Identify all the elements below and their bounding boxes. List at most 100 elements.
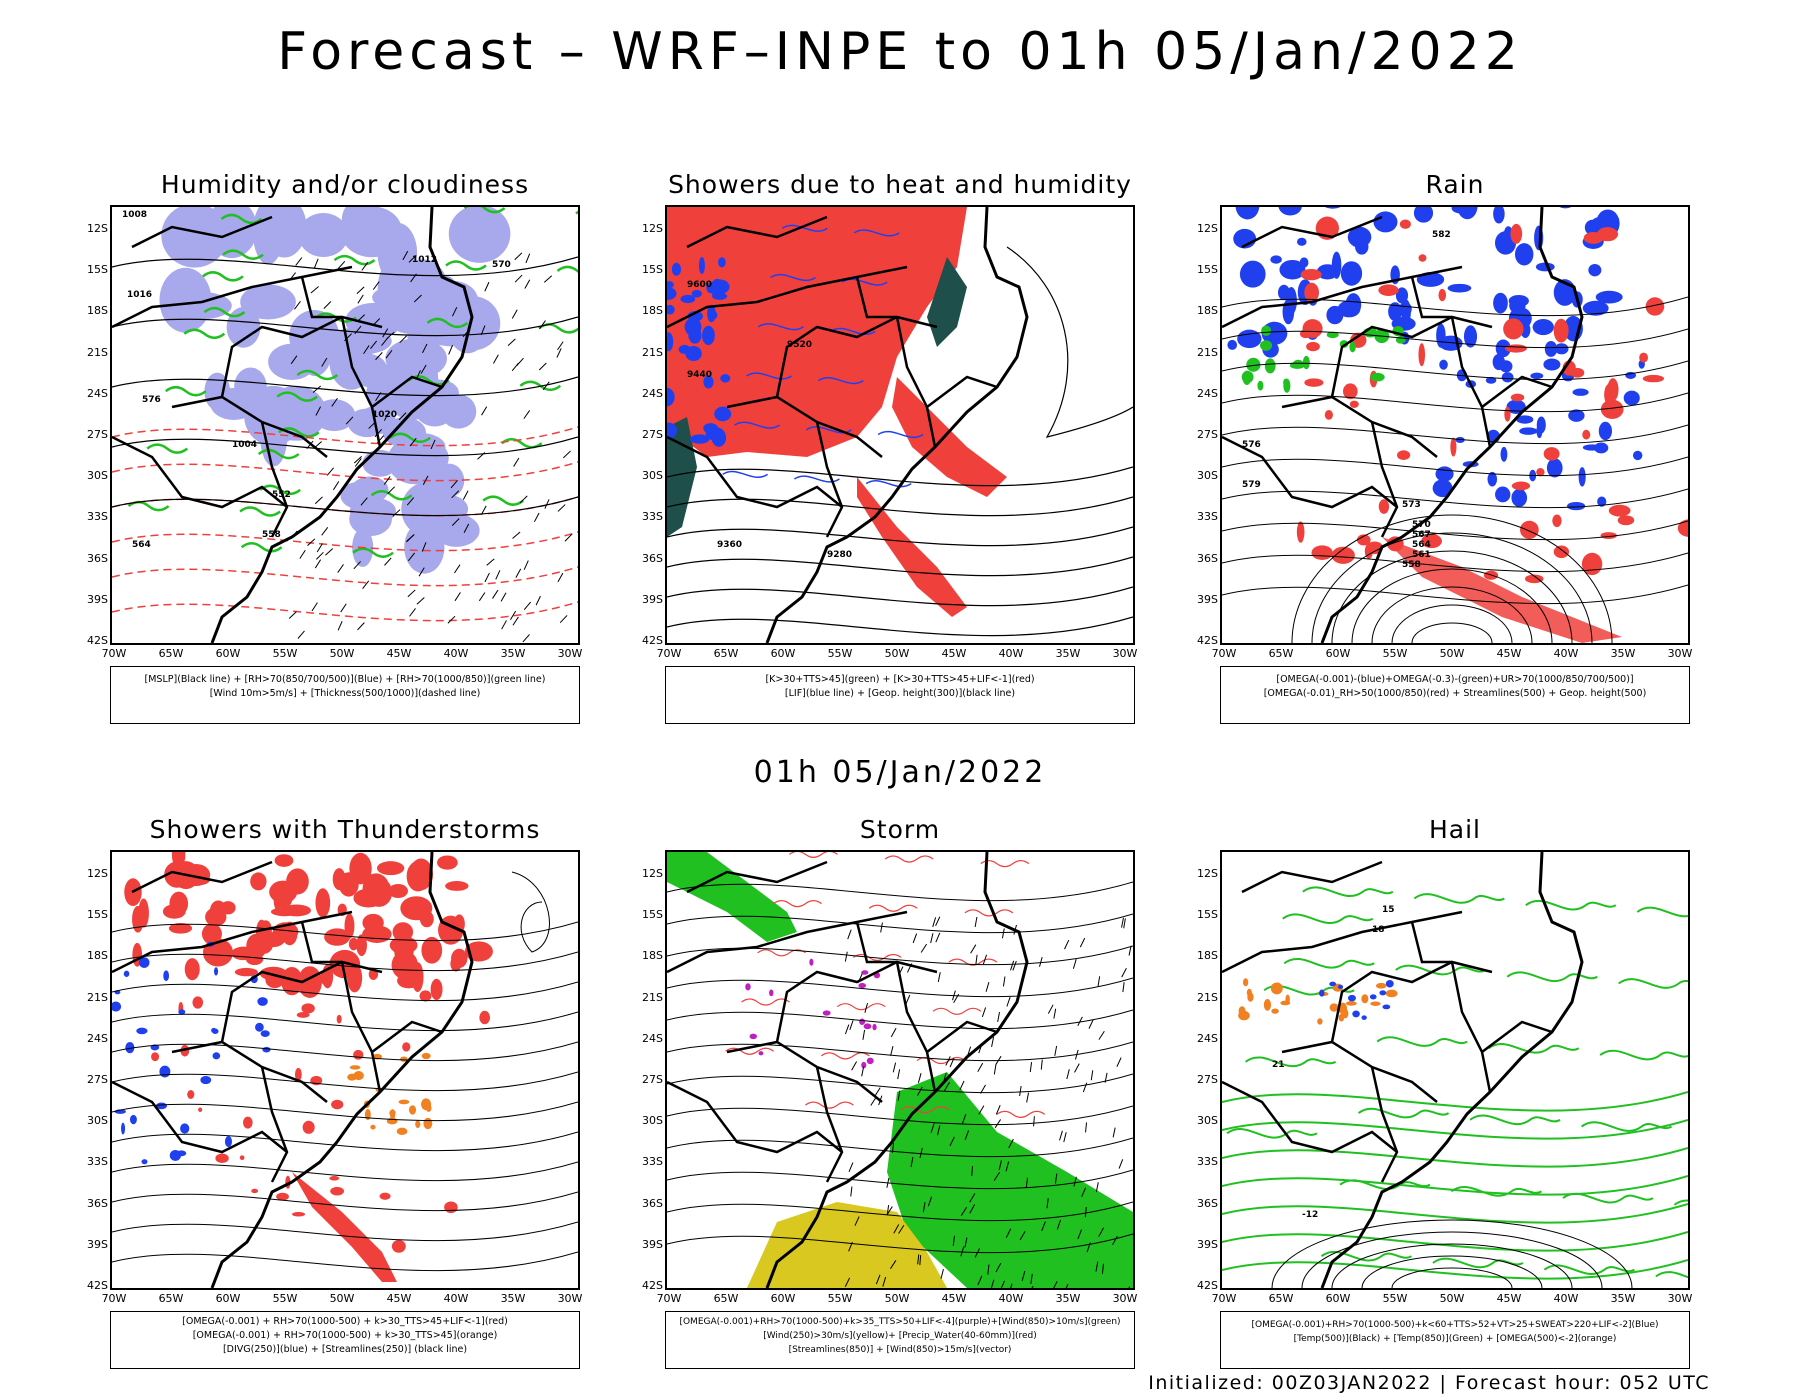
lat-tick-label: 36S — [1197, 551, 1218, 565]
wind-vector — [844, 951, 848, 962]
valid-time-title: 01h 05/Jan/2022 — [753, 755, 1047, 790]
omega-red-area — [1331, 546, 1355, 564]
wind-vector — [892, 1062, 897, 1073]
lat-tick-label: 39S — [1197, 1237, 1218, 1251]
wind-vector — [930, 933, 934, 944]
geopotential-line — [1311, 532, 1593, 643]
omega-blue-area — [1554, 343, 1569, 355]
wind-vector — [952, 990, 956, 1001]
wind-vector — [861, 1066, 865, 1077]
lat-tick-label: 42S — [642, 634, 663, 647]
contour-label: 570 — [1412, 520, 1431, 530]
wind-vector — [1006, 996, 1011, 1007]
lat-tick-label: 24S — [1197, 1031, 1218, 1045]
storm-red-area — [388, 883, 408, 898]
country-border — [1450, 961, 1492, 1093]
wind-vector — [325, 548, 334, 556]
lat-tick-label: 30S — [642, 469, 663, 483]
wind-vector — [1059, 1130, 1063, 1141]
temp-850-contour — [1226, 1127, 1318, 1139]
lif-area — [718, 257, 726, 268]
lif-area — [667, 422, 677, 439]
lat-tick-label: 21S — [1197, 345, 1218, 359]
lif-contour — [853, 229, 900, 237]
wind-vector — [952, 1235, 955, 1246]
lat-tick-label: 15S — [87, 263, 108, 277]
contour-label: 570 — [492, 260, 511, 270]
lat-tick-label: 21S — [642, 345, 663, 359]
wind-vector — [360, 497, 368, 506]
lif-area — [667, 387, 675, 407]
omega-blue-area — [1347, 226, 1372, 248]
omega-blue-area — [1632, 450, 1643, 461]
precip-water-contour — [725, 1047, 774, 1055]
omega-red-area — [1306, 341, 1320, 352]
wind-vector — [523, 560, 529, 570]
lif-contour — [758, 323, 804, 331]
thickness-line — [112, 461, 578, 482]
cloud-area — [448, 207, 511, 263]
lat-tick-label: 30S — [642, 1114, 663, 1128]
lat-tick-label: 30S — [1197, 469, 1218, 483]
country-border — [667, 265, 908, 329]
wind-vector — [406, 534, 415, 542]
wind-vector — [297, 630, 305, 639]
contour-label: 9360 — [717, 540, 742, 550]
mslp-isobar — [112, 316, 578, 337]
cloud-area — [159, 267, 212, 333]
wind-vector — [890, 1045, 894, 1056]
lat-axis: 12S 15S 18S 21S 24S 27S 30S 33S 36S 39S 42S — [629, 850, 663, 1292]
geopotential-line — [1391, 604, 1513, 643]
lat-tick-label: 33S — [1197, 1155, 1218, 1169]
wind-vector — [451, 490, 460, 499]
omega-red-area — [1642, 374, 1665, 383]
wind-vector — [321, 527, 329, 536]
wind-vector — [962, 1113, 967, 1124]
contour-label: 1020 — [372, 410, 397, 420]
divergence-area — [214, 967, 219, 976]
lat-tick-label: 24S — [87, 386, 108, 400]
wind-vector — [1074, 1063, 1080, 1073]
wind-vector — [844, 1277, 851, 1287]
storm-red-area — [151, 1052, 160, 1062]
wind-vector — [337, 564, 344, 573]
temp-850-contour — [1636, 906, 1688, 918]
temp-500-contour — [1271, 1219, 1633, 1288]
wind-vector — [315, 406, 322, 416]
contour-label: 576 — [1242, 440, 1261, 450]
lat-tick-label: 42S — [87, 634, 108, 647]
map-canvas — [112, 852, 578, 1288]
divergence-area — [262, 1046, 271, 1053]
storm-red-area — [346, 963, 363, 993]
streamline — [112, 1131, 578, 1152]
wind-vector — [310, 286, 319, 294]
lon-tick-label: 45W — [386, 1292, 412, 1305]
storm-red-area — [281, 966, 303, 996]
omega-red-area — [1582, 429, 1591, 440]
wind-vector — [1064, 939, 1070, 950]
wind-vector — [987, 1264, 990, 1275]
country-border — [895, 961, 937, 1093]
country-border — [340, 316, 382, 448]
wind-vector — [462, 490, 469, 500]
precip-water-contour — [948, 958, 998, 966]
legend-line: [OMEGA(-0.001)-(blue)+OMEGA(-0.3)-(green… — [1276, 674, 1634, 685]
country-border — [112, 435, 288, 509]
wind-vector — [559, 615, 568, 624]
omega-500-area — [1242, 978, 1249, 987]
lat-tick-label: 36S — [642, 551, 663, 565]
wind-vector — [997, 1012, 1001, 1023]
wind-vector — [375, 392, 382, 402]
streamline — [1222, 392, 1688, 413]
severe-storm-area — [758, 1051, 764, 1056]
wind-vector — [387, 486, 396, 495]
wind-vector — [463, 523, 470, 533]
storm-orange-area — [396, 1127, 408, 1135]
wind-vector — [422, 343, 428, 354]
storm-red-area — [275, 882, 293, 909]
spacer — [123, 410, 133, 420]
storm-red-area — [419, 990, 432, 1002]
storm-red-area — [479, 1010, 490, 1025]
wind-vector — [1053, 1281, 1058, 1288]
storm-red-area — [330, 1186, 345, 1196]
